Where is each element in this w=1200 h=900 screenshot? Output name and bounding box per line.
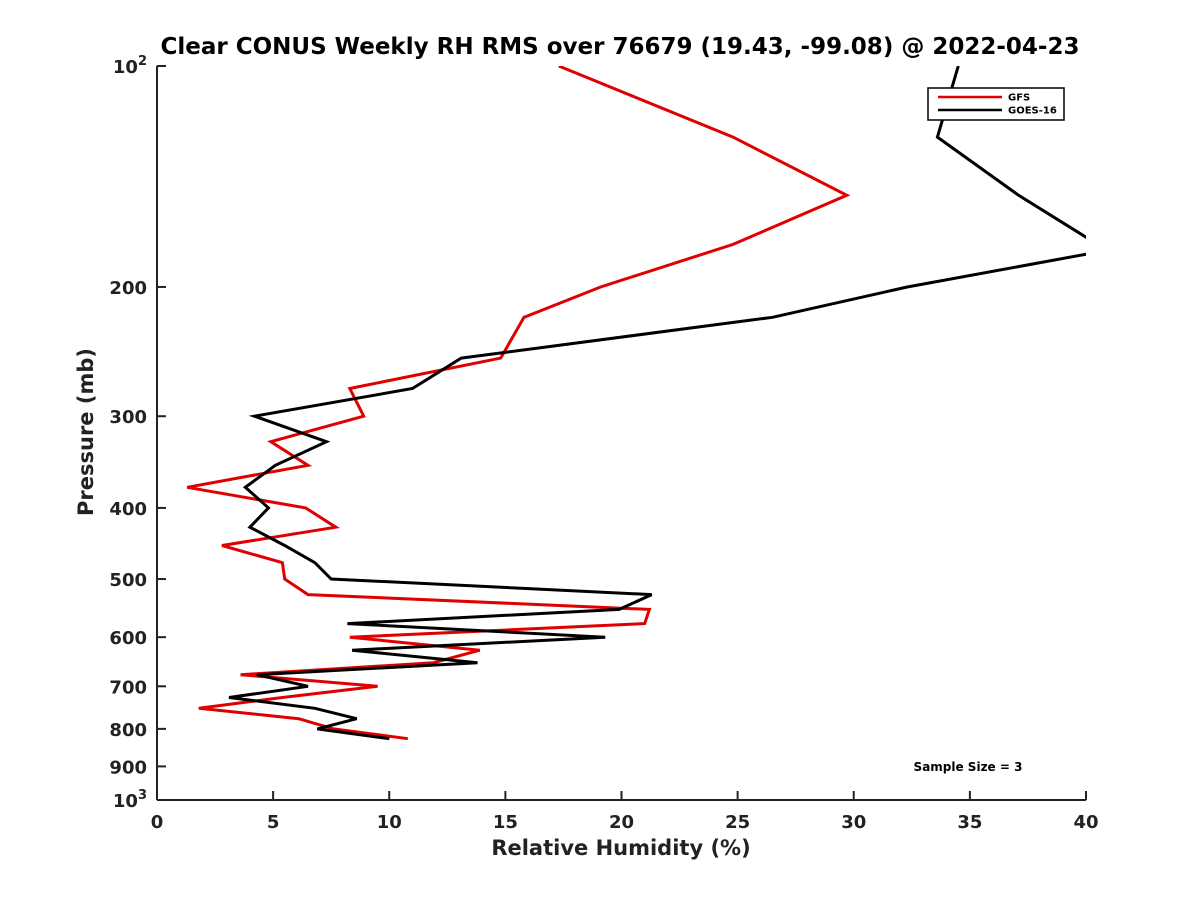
series-line-gfs: [186, 66, 851, 741]
x-tick-label: 25: [725, 812, 750, 833]
x-tick-label: 10: [377, 812, 402, 833]
y-tick-label: 500: [109, 570, 147, 591]
y-axis-label: Pressure (mb): [74, 348, 98, 516]
y-tick-label: 400: [109, 499, 147, 520]
x-tick-label: 35: [957, 812, 982, 833]
x-tick-label: 0: [151, 812, 164, 833]
legend-label: GOES-16: [1008, 106, 1057, 117]
legend: GFS GOES-16: [927, 87, 1065, 121]
y-tick-label: 200: [109, 278, 147, 299]
y-tick-label: 103: [113, 788, 147, 812]
y-tick-label: 102: [113, 54, 147, 78]
x-tick-label: 20: [609, 812, 634, 833]
x-tick-label: 30: [841, 812, 866, 833]
x-tick-label: 15: [493, 812, 518, 833]
legend-box: [927, 87, 1065, 121]
y-tick-label: 900: [109, 757, 147, 778]
axes-layer: 0 5 10 15 20 25 30 35 40 102 200 300 400 500 600 700 800…: [109, 54, 1098, 833]
chart-title: Clear CONUS Weekly RH RMS over 76679 (19…: [161, 34, 1080, 60]
x-tick-label: 40: [1073, 812, 1098, 833]
series-line-goes-16: [228, 66, 1086, 741]
series-layer: [186, 66, 1086, 741]
x-tick-label: 5: [267, 812, 280, 833]
legend-label: GFS: [1008, 93, 1030, 104]
sample-size-annotation: Sample Size = 3: [914, 760, 1023, 774]
y-tick-label: 800: [109, 720, 147, 741]
y-tick-label: 700: [109, 677, 147, 698]
y-tick-label: 600: [109, 628, 147, 649]
y-tick-label: 300: [109, 407, 147, 428]
x-axis-label: Relative Humidity (%): [491, 836, 750, 860]
